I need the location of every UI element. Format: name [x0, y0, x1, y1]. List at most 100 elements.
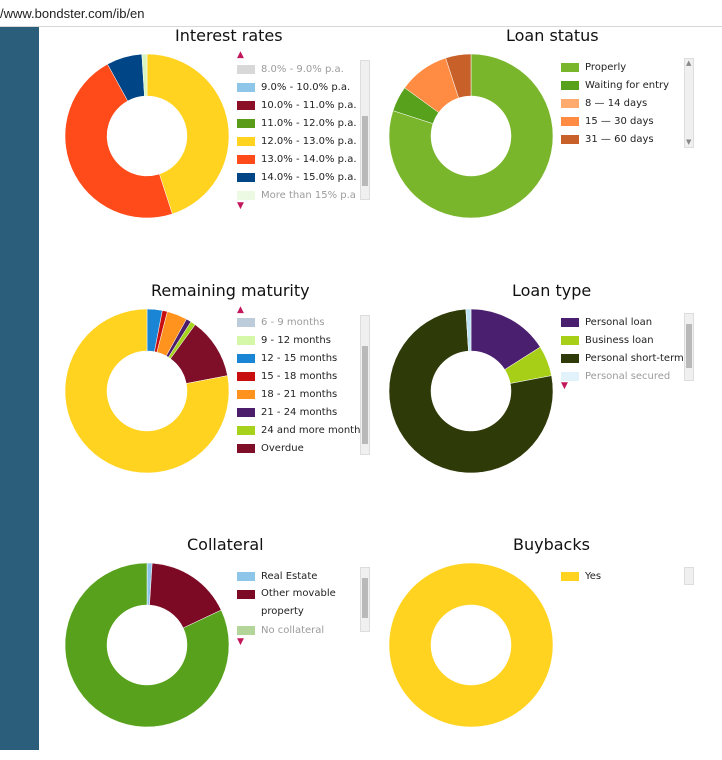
legend-label: 9.0% - 10.0% p.a. [261, 81, 351, 93]
legend-swatch [561, 62, 579, 72]
legend-scrollbar[interactable] [684, 313, 694, 381]
legend-item-waiting[interactable]: Waiting for entry [561, 76, 686, 94]
scrollbar-thumb[interactable] [362, 578, 368, 618]
legend-label: 15 - 18 months [261, 370, 338, 382]
legend-swatch [237, 389, 255, 399]
legend-swatch [237, 571, 255, 581]
buybacks-title: Buybacks [513, 535, 590, 554]
legend-swatch [237, 317, 255, 327]
legend-item-24-plus-months[interactable]: 24 and more months [237, 421, 362, 439]
legend-label: 24 and more months [261, 424, 362, 436]
legend-swatch [237, 82, 255, 92]
legend-item-13-14[interactable]: 13.0% - 14.0% p.a. [237, 150, 362, 168]
loan-type-panel: Loan type Personal loan Business loan Pe… [386, 281, 722, 506]
loan-type-legend: Personal loan Business loan Personal sho… [561, 313, 686, 385]
legend-item-11-12[interactable]: 11.0% - 12.0% p.a. [237, 114, 362, 132]
legend-label: 10.0% - 11.0% p.a. [261, 99, 357, 111]
donut-slice-12-0-13-0-p-a[interactable] [146, 53, 230, 215]
legend-swatch [237, 407, 255, 417]
legend-swatch [237, 118, 255, 128]
donut-slice-yes[interactable] [388, 562, 554, 728]
legend-item-15-plus[interactable]: More than 15% p.a [237, 186, 362, 204]
legend-item-10-11[interactable]: 10.0% - 11.0% p.a. [237, 96, 362, 114]
legend-label: 13.0% - 14.0% p.a. [261, 153, 357, 165]
legend-swatch [237, 335, 255, 345]
scrollbar-thumb[interactable] [362, 116, 368, 186]
legend-down-arrow[interactable]: ▼ [237, 201, 244, 211]
legend-item-12-15-months[interactable]: 12 - 15 months [237, 349, 362, 367]
donut-slice-13-0-14-0-p-a[interactable] [64, 63, 173, 219]
legend-item-9-12-months[interactable]: 9 - 12 months [237, 331, 362, 349]
legend-swatch [237, 190, 255, 200]
legend-scrollbar[interactable] [684, 567, 694, 585]
donut-slice-segment-8[interactable] [64, 308, 230, 474]
legend-item-personal-loan[interactable]: Personal loan [561, 313, 686, 331]
legend-swatch [561, 134, 579, 144]
legend-item-8-14-days[interactable]: 8 — 14 days [561, 94, 686, 112]
legend-item-15-30-days[interactable]: 15 — 30 days [561, 112, 686, 130]
legend-label: No collateral [261, 624, 325, 636]
legend-scrollbar[interactable] [360, 315, 370, 455]
donut-slice-more-than-15-p-a[interactable] [141, 53, 148, 97]
scroll-down-icon[interactable]: ▼ [686, 138, 692, 146]
legend-item-15-18-months[interactable]: 15 - 18 months [237, 367, 362, 385]
legend-label: 6 - 9 months [261, 316, 325, 328]
legend-swatch [561, 98, 579, 108]
legend-swatch [237, 425, 255, 435]
loan-status-donut [388, 53, 554, 219]
legend-label: 18 - 21 months [261, 388, 338, 400]
address-bar[interactable]: /www.bondster.com/ib/en [0, 0, 722, 27]
legend-item-14-15[interactable]: 14.0% - 15.0% p.a. [237, 168, 362, 186]
legend-scrollbar[interactable]: ▲ ▼ [684, 58, 694, 148]
legend-item-21-24-months[interactable]: 21 - 24 months [237, 403, 362, 421]
scroll-up-icon[interactable]: ▲ [686, 59, 692, 67]
legend-item-6-9-months[interactable]: 6 - 9 months [237, 313, 362, 331]
left-sidebar [0, 27, 39, 750]
legend-item-9-10[interactable]: 9.0% - 10.0% p.a. [237, 78, 362, 96]
url-text[interactable]: /www.bondster.com/ib/en [0, 6, 145, 21]
buybacks-donut [388, 562, 554, 728]
legend-label: More than 15% p.a [261, 189, 356, 201]
legend-label: Personal loan [585, 316, 653, 328]
legend-item-real-estate[interactable]: Real Estate [237, 567, 362, 585]
donut-slice-personal-secured[interactable] [465, 308, 472, 352]
legend-label: 8.0% - 9.0% p.a. [261, 63, 344, 75]
legend-item-overdue[interactable]: Overdue [237, 439, 362, 457]
legend-swatch [561, 116, 579, 126]
legend-swatch [561, 80, 579, 90]
scrollbar-thumb[interactable] [686, 324, 692, 368]
legend-swatch [237, 371, 255, 381]
legend-label: 11.0% - 12.0% p.a. [261, 117, 357, 129]
legend-item-other-movable[interactable]: Other movable property [237, 585, 362, 621]
legend-item-no-collateral[interactable]: No collateral [237, 621, 362, 637]
legend-item-properly[interactable]: Properly [561, 58, 686, 76]
interest-rates-donut [64, 53, 230, 219]
legend-item-personal-secured[interactable]: Personal secured [561, 367, 686, 385]
donut-slice-personal-short-term[interactable] [388, 308, 554, 474]
legend-scrollbar[interactable] [360, 60, 370, 200]
legend-item-business-loan[interactable]: Business loan [561, 331, 686, 349]
legend-label: 14.0% - 15.0% p.a. [261, 171, 357, 183]
donut-slice-no-collateral[interactable] [64, 562, 230, 728]
legend-down-arrow[interactable]: ▼ [561, 381, 568, 391]
legend-item-18-21-months[interactable]: 18 - 21 months [237, 385, 362, 403]
legend-swatch [237, 625, 255, 635]
donut-slice-properly[interactable] [388, 53, 554, 219]
legend-swatch [561, 317, 579, 327]
legend-scrollbar[interactable] [360, 567, 370, 632]
collateral-legend: Real Estate Other movable property No co… [237, 567, 362, 637]
legend-item-personal-short-term[interactable]: Personal short-term [561, 349, 686, 367]
legend-up-arrow[interactable]: ▲ [237, 305, 244, 315]
legend-item-12-13[interactable]: 12.0% - 13.0% p.a. [237, 132, 362, 150]
scrollbar-thumb[interactable] [362, 346, 368, 444]
legend-swatch [561, 335, 579, 345]
legend-label: Yes [585, 570, 602, 582]
legend-item-8-9[interactable]: 8.0% - 9.0% p.a. [237, 60, 362, 78]
legend-up-arrow[interactable]: ▲ [237, 50, 244, 60]
legend-label: Personal secured [585, 370, 671, 382]
legend-down-arrow[interactable]: ▼ [237, 637, 244, 647]
legend-label: Other movable property [261, 588, 336, 617]
legend-item-yes[interactable]: Yes [561, 567, 686, 585]
legend-item-31-60-days[interactable]: 31 — 60 days [561, 130, 686, 148]
donut-slice-31-60-days[interactable] [445, 53, 472, 99]
